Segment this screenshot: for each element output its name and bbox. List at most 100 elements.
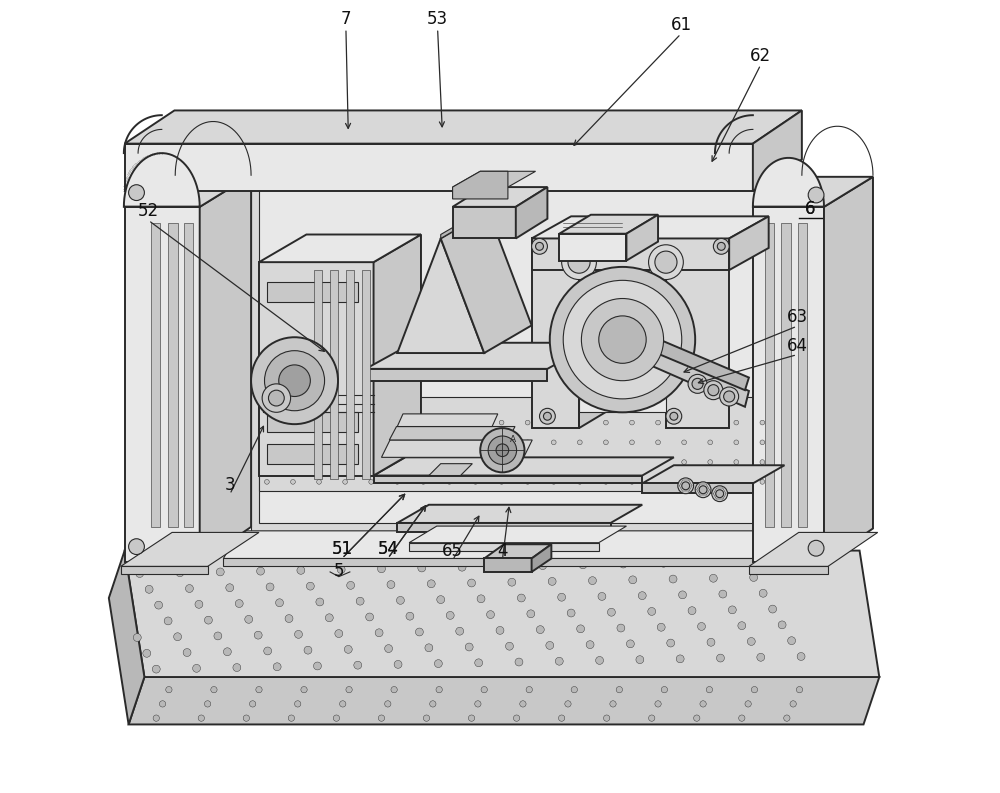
Circle shape xyxy=(546,642,554,649)
Circle shape xyxy=(596,657,604,665)
Circle shape xyxy=(539,561,547,569)
Circle shape xyxy=(343,480,347,485)
Circle shape xyxy=(204,701,211,707)
Polygon shape xyxy=(622,326,749,390)
Polygon shape xyxy=(267,444,358,464)
Circle shape xyxy=(655,251,677,274)
Circle shape xyxy=(446,611,454,619)
Circle shape xyxy=(661,687,668,693)
Circle shape xyxy=(499,420,504,425)
Text: 7: 7 xyxy=(341,10,351,29)
Polygon shape xyxy=(109,550,144,725)
Circle shape xyxy=(257,567,265,575)
Circle shape xyxy=(525,440,530,445)
Circle shape xyxy=(555,657,563,665)
Circle shape xyxy=(577,625,585,633)
Circle shape xyxy=(548,577,556,585)
Circle shape xyxy=(704,381,723,400)
Circle shape xyxy=(211,687,217,693)
Circle shape xyxy=(317,480,321,485)
Circle shape xyxy=(577,460,582,465)
Circle shape xyxy=(679,591,686,599)
Circle shape xyxy=(551,440,556,445)
Polygon shape xyxy=(441,207,488,239)
Circle shape xyxy=(716,490,724,498)
Text: 63: 63 xyxy=(787,308,808,326)
Circle shape xyxy=(551,460,556,465)
Circle shape xyxy=(133,634,141,642)
Circle shape xyxy=(394,661,402,668)
Circle shape xyxy=(708,385,719,396)
Circle shape xyxy=(707,638,715,646)
Circle shape xyxy=(434,660,442,668)
Polygon shape xyxy=(532,216,769,239)
Circle shape xyxy=(688,607,696,615)
Circle shape xyxy=(343,420,347,425)
Circle shape xyxy=(265,460,269,465)
Circle shape xyxy=(344,646,352,653)
Circle shape xyxy=(183,649,191,657)
Circle shape xyxy=(543,412,551,420)
Circle shape xyxy=(619,560,627,568)
Circle shape xyxy=(265,440,269,445)
Circle shape xyxy=(648,607,656,615)
Polygon shape xyxy=(484,558,532,572)
Polygon shape xyxy=(125,550,879,677)
Circle shape xyxy=(568,251,590,274)
Circle shape xyxy=(788,637,796,645)
Text: 6: 6 xyxy=(805,200,816,218)
Circle shape xyxy=(724,391,735,402)
Circle shape xyxy=(473,440,478,445)
Circle shape xyxy=(396,596,404,604)
Circle shape xyxy=(475,701,481,707)
Polygon shape xyxy=(251,179,800,531)
Circle shape xyxy=(540,408,555,424)
Circle shape xyxy=(366,613,374,621)
Polygon shape xyxy=(381,440,532,458)
Circle shape xyxy=(562,245,596,280)
Circle shape xyxy=(759,589,767,597)
Circle shape xyxy=(468,579,476,587)
Circle shape xyxy=(808,187,824,203)
Circle shape xyxy=(226,584,234,592)
Circle shape xyxy=(630,440,634,445)
Circle shape xyxy=(391,687,397,693)
Circle shape xyxy=(630,480,634,485)
Circle shape xyxy=(337,565,345,573)
Polygon shape xyxy=(259,262,374,476)
Circle shape xyxy=(481,687,487,693)
Circle shape xyxy=(682,480,686,485)
Circle shape xyxy=(193,665,201,672)
Circle shape xyxy=(418,564,426,572)
Text: 3: 3 xyxy=(224,477,235,495)
Circle shape xyxy=(669,575,677,583)
Circle shape xyxy=(604,715,610,722)
Polygon shape xyxy=(453,171,508,199)
Circle shape xyxy=(347,581,355,589)
Circle shape xyxy=(378,565,385,573)
Circle shape xyxy=(304,646,312,654)
Circle shape xyxy=(265,351,325,411)
Text: 6: 6 xyxy=(805,200,816,218)
Circle shape xyxy=(297,566,305,574)
Circle shape xyxy=(739,715,745,722)
Polygon shape xyxy=(184,223,193,527)
Polygon shape xyxy=(484,544,551,558)
Text: 54: 54 xyxy=(377,541,398,558)
Circle shape xyxy=(638,592,646,600)
Polygon shape xyxy=(753,207,824,562)
Circle shape xyxy=(700,701,706,707)
Circle shape xyxy=(636,656,644,664)
Circle shape xyxy=(630,420,634,425)
Circle shape xyxy=(796,687,803,693)
Circle shape xyxy=(604,440,608,445)
Circle shape xyxy=(678,478,694,494)
Circle shape xyxy=(577,480,582,485)
Circle shape xyxy=(708,420,713,425)
Circle shape xyxy=(751,687,758,693)
Circle shape xyxy=(496,626,504,634)
Polygon shape xyxy=(559,215,658,234)
Circle shape xyxy=(249,701,256,707)
Circle shape xyxy=(682,460,686,465)
Circle shape xyxy=(415,628,423,636)
